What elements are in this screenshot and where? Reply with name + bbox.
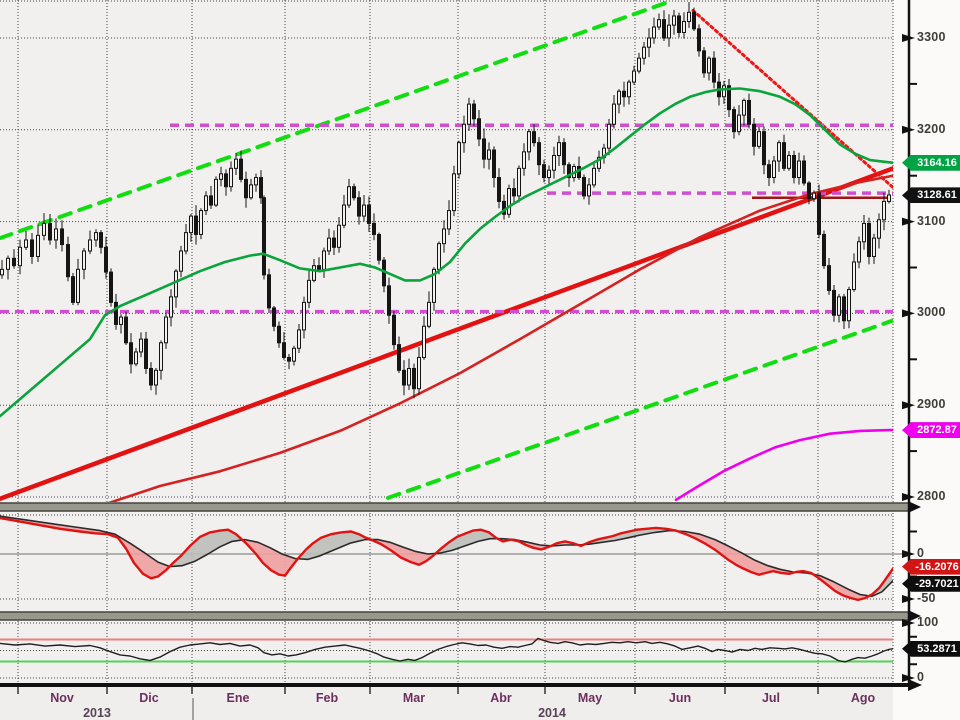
price-axis-label: 2800 xyxy=(917,489,946,503)
macd-axis-label: 0 xyxy=(917,546,925,560)
x-axis-month-label: Feb xyxy=(315,691,339,705)
x-axis-month-label: Dic xyxy=(139,691,159,705)
macd-axis-label: -50 xyxy=(917,591,936,605)
ma-green-last-badge: 3164.16 xyxy=(902,154,960,171)
last-price-badge: 3128.61 xyxy=(902,187,960,204)
x-axis-year-label: 2013 xyxy=(83,706,111,720)
x-axis-month-label: Jun xyxy=(668,691,692,705)
x-axis-month-label: Ago xyxy=(850,691,876,705)
price-axis-label: 3200 xyxy=(917,121,946,136)
x-axis-month-label: Nov xyxy=(50,691,74,705)
price-axis-label: 3100 xyxy=(917,213,946,228)
x-axis-month-label: Jul xyxy=(761,691,781,705)
macd-last-badge: -16.2076 xyxy=(902,558,960,575)
rsi-axis-label: 0 xyxy=(917,670,925,684)
price-axis-label: 3300 xyxy=(917,30,946,44)
x-axis-month-label: Mar xyxy=(402,691,426,705)
x-axis-year-label: 2014 xyxy=(538,706,566,720)
x-axis-month-label: May xyxy=(577,691,603,705)
x-axis-month-label: Ene xyxy=(226,691,250,705)
x-axis-month-label: Abr xyxy=(490,691,512,705)
magenta-last-badge: 2872.87 xyxy=(902,422,960,439)
rsi-axis-label: 100 xyxy=(917,615,939,629)
rsi-last-badge: 53.2871 xyxy=(902,640,960,657)
price-axis-label: 2900 xyxy=(917,397,946,412)
price-axis-label: 3000 xyxy=(917,305,946,320)
macd-signal-last-badge: -29.7021 xyxy=(902,575,960,592)
